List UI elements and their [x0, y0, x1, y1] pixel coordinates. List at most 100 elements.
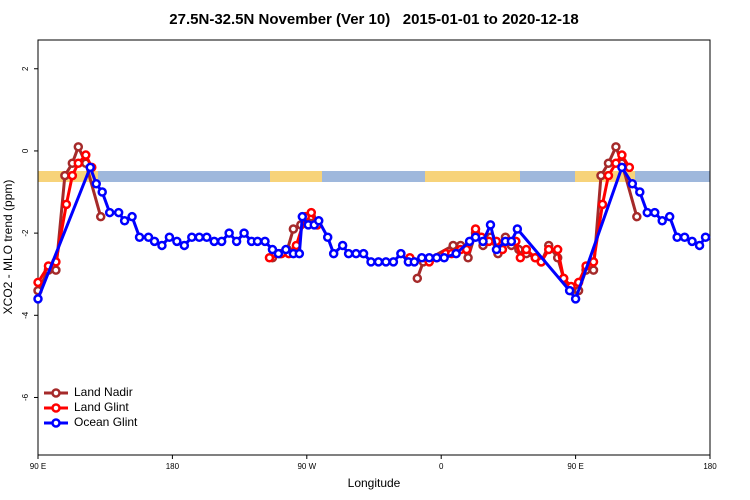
data-point	[337, 240, 348, 251]
data-point	[294, 248, 305, 259]
data-point	[478, 236, 488, 247]
data-point	[306, 207, 317, 218]
legend-label: Land Glint	[74, 400, 129, 414]
data-point	[73, 158, 84, 169]
data-point	[381, 257, 391, 267]
data-point	[67, 170, 78, 181]
ocean-strip	[38, 171, 710, 182]
data-point	[543, 244, 554, 255]
data-point	[470, 232, 481, 242]
data-point	[664, 211, 675, 222]
data-point	[216, 236, 227, 247]
data-point	[470, 224, 481, 234]
legend-label: Ocean Glint	[74, 415, 138, 429]
data-point	[388, 257, 399, 267]
data-point	[358, 248, 369, 259]
x-tick-label: 90 E	[567, 462, 583, 471]
legend-label: Land Nadir	[74, 385, 133, 399]
data-point	[463, 253, 473, 263]
data-point	[564, 285, 575, 296]
y-tick-label: 2	[21, 66, 30, 71]
data-point	[297, 211, 308, 222]
data-point	[409, 257, 420, 267]
y-tick-label: -6	[21, 393, 30, 401]
plot-frame	[37, 39, 711, 456]
data-point	[51, 265, 61, 275]
data-point	[366, 257, 376, 267]
data-point	[209, 236, 219, 247]
data-point	[264, 253, 275, 263]
y-tick-label: -4	[21, 311, 30, 319]
data-point	[521, 244, 532, 255]
land-strip	[425, 171, 520, 182]
data-point	[448, 240, 458, 251]
data-point	[194, 232, 205, 242]
data-point	[351, 248, 361, 259]
data-point	[451, 248, 461, 259]
data-point	[512, 224, 523, 234]
data-point	[515, 253, 526, 263]
data-point	[134, 232, 145, 242]
data-point	[635, 187, 645, 197]
data-point	[113, 207, 124, 218]
data-point	[373, 257, 384, 267]
data-point	[149, 236, 160, 247]
data-point	[328, 248, 339, 259]
data-point	[267, 244, 278, 255]
data-point	[81, 150, 91, 160]
data-point	[700, 232, 711, 242]
data-point	[417, 253, 427, 263]
data-point	[127, 211, 137, 222]
y-tick-label: -2	[21, 229, 30, 237]
data-point	[617, 162, 627, 173]
data-point	[611, 158, 621, 169]
data-point	[687, 236, 697, 247]
legend-marker	[51, 418, 61, 428]
data-point	[281, 244, 291, 255]
x-tick-label: 90 E	[30, 462, 46, 471]
data-point	[313, 216, 324, 226]
data-point	[642, 207, 653, 218]
x-tick-label: 90 W	[297, 462, 316, 471]
data-point	[33, 277, 43, 288]
data-point	[260, 236, 270, 247]
data-point	[396, 248, 406, 259]
data-point	[224, 228, 234, 238]
data-point	[657, 216, 667, 226]
data-point	[672, 232, 682, 242]
data-point	[95, 211, 106, 222]
data-point	[157, 240, 167, 251]
data-point	[201, 232, 212, 242]
data-point	[273, 248, 284, 259]
data-point	[431, 253, 442, 263]
data-point	[439, 253, 449, 263]
data-point	[91, 179, 101, 189]
x-tick-label: 0	[439, 462, 444, 471]
data-point	[164, 232, 175, 242]
x-axis-label: Longitude	[348, 476, 401, 490]
data-point	[596, 170, 606, 181]
data-point	[632, 211, 642, 222]
data-point	[179, 240, 190, 251]
data-point	[412, 273, 423, 284]
data-point	[252, 236, 263, 247]
y-tick-label: 0	[21, 148, 30, 153]
data-point	[343, 248, 354, 259]
data-point	[679, 232, 690, 242]
data-point	[694, 240, 705, 251]
data-point	[506, 236, 517, 247]
data-point	[617, 150, 627, 160]
data-point	[85, 162, 96, 173]
data-point	[119, 216, 130, 226]
data-point	[649, 207, 660, 218]
data-point	[570, 294, 581, 304]
data-point	[239, 228, 249, 238]
data-point	[603, 170, 614, 181]
data-point	[597, 199, 608, 210]
data-point	[172, 236, 182, 247]
data-point	[60, 170, 70, 181]
x-tick-label: 180	[703, 462, 717, 471]
data-point	[464, 236, 475, 247]
data-point	[61, 199, 72, 210]
